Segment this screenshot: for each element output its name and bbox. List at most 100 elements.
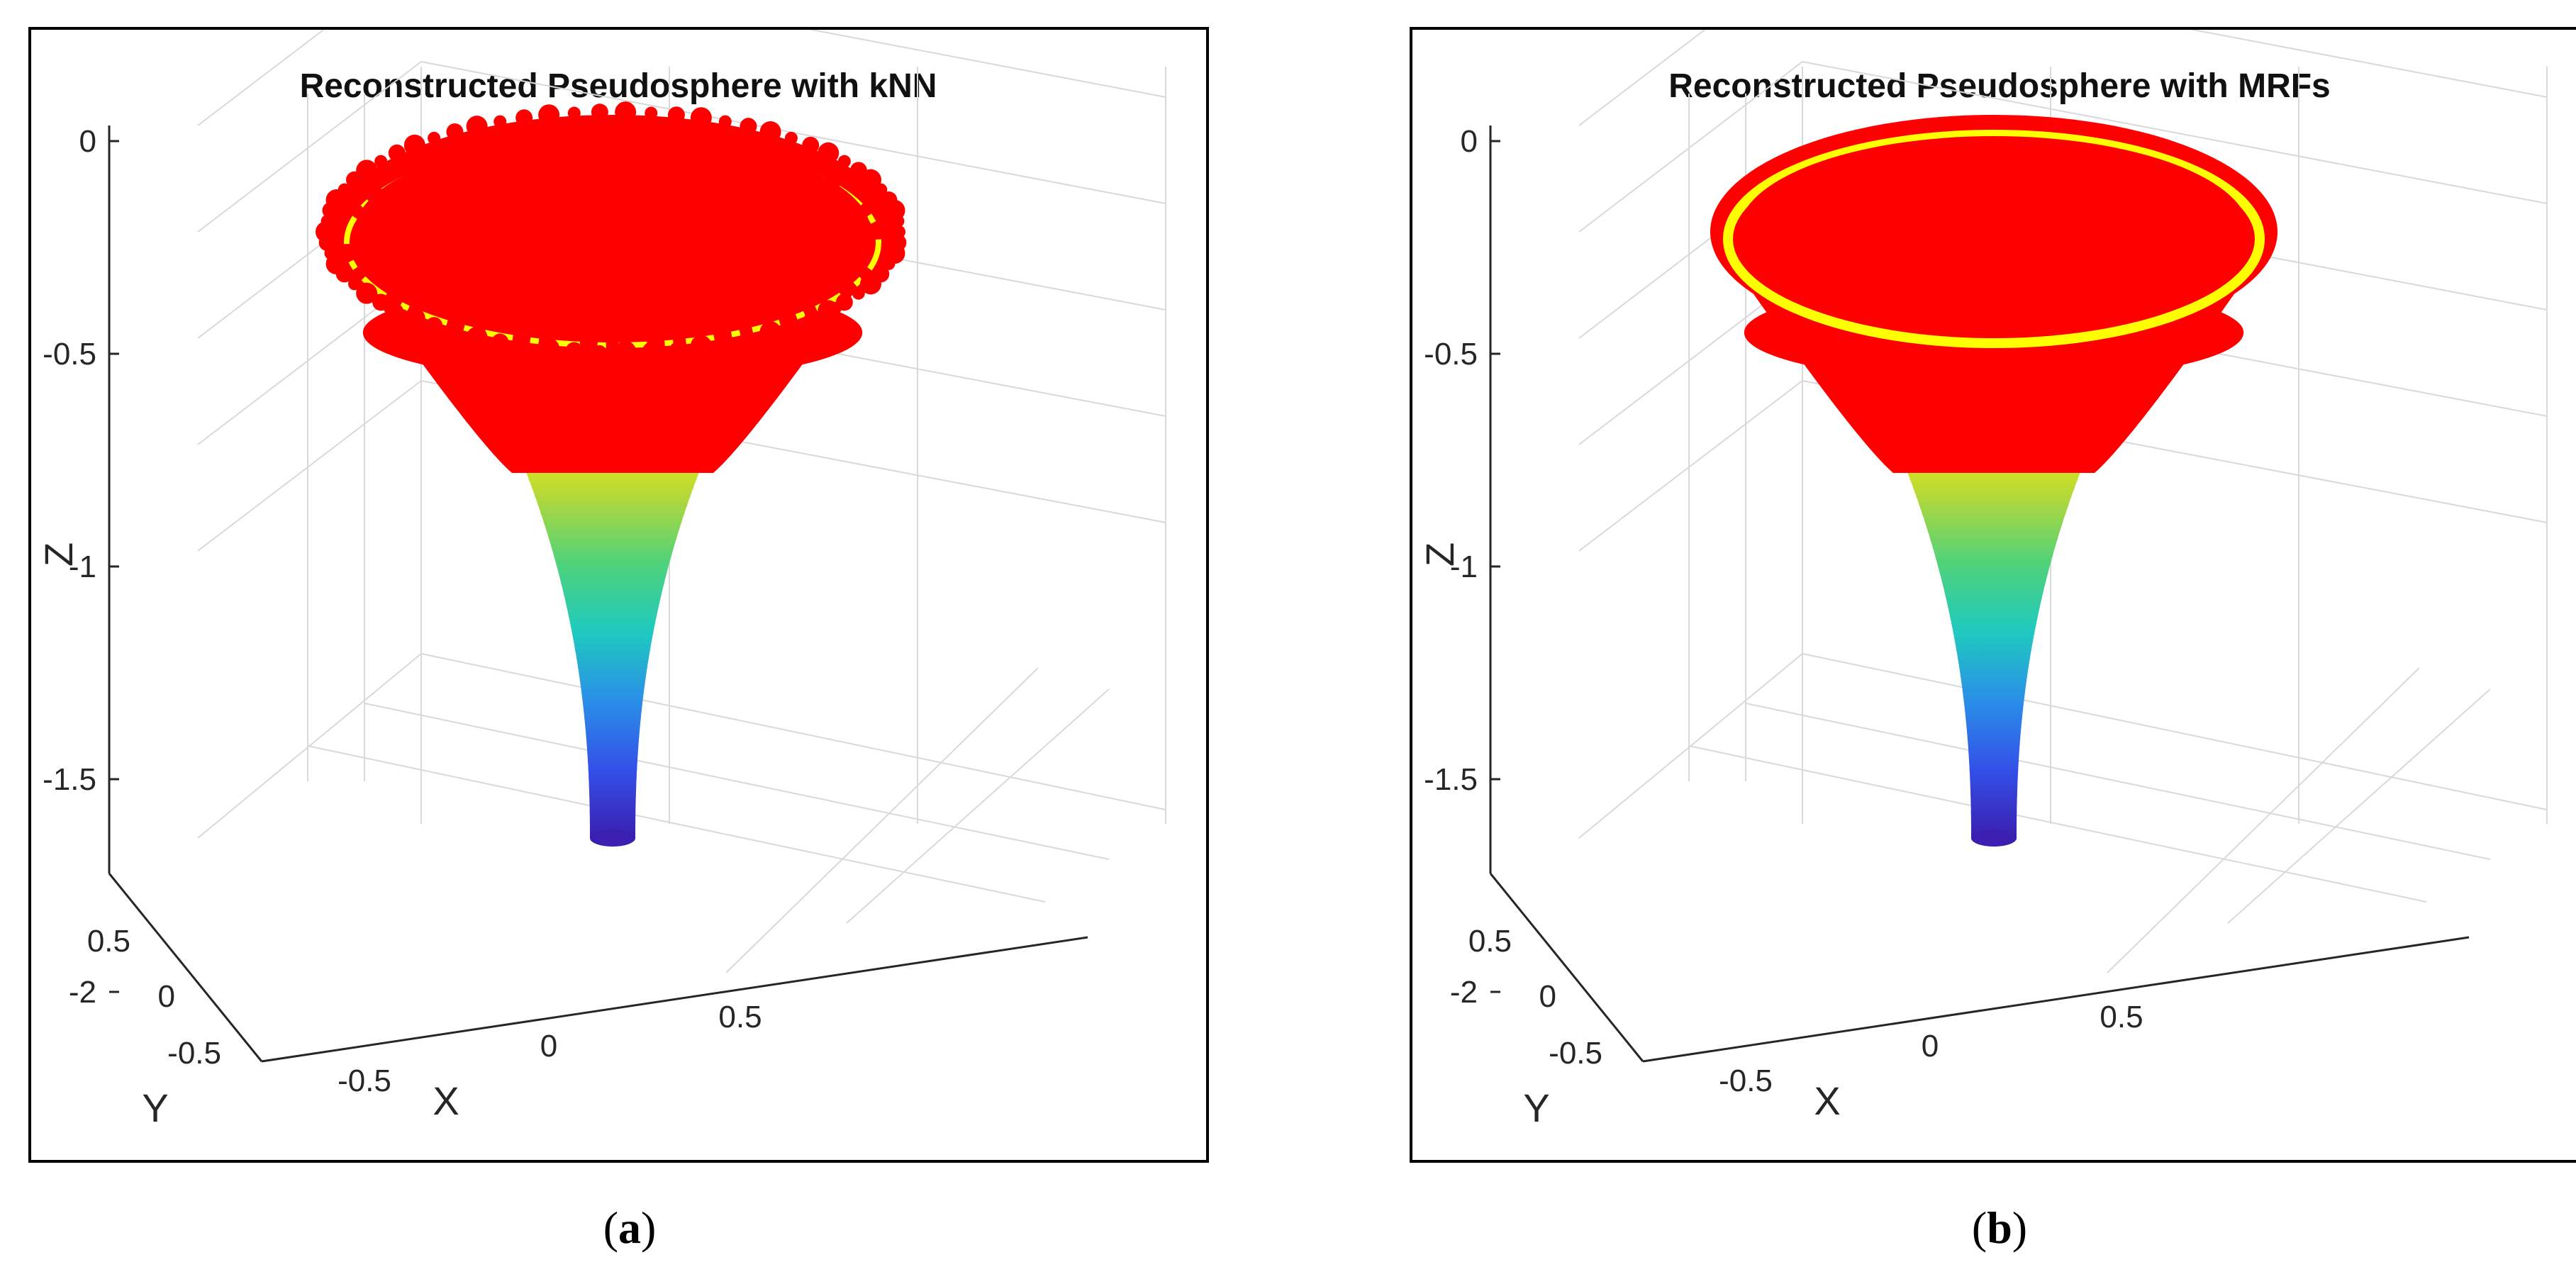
caption-b: (b): [1971, 1202, 2028, 1253]
surface-noise: [515, 109, 533, 127]
x-tick-label: -0.5: [338, 1064, 391, 1098]
gridline-floor: [307, 745, 1046, 903]
gridline-z-left: [1578, 380, 1803, 552]
surface-noise: [818, 142, 840, 164]
surface-noise: [491, 333, 509, 351]
surface-noise: [784, 131, 798, 145]
surface-rim: [1723, 130, 2265, 348]
surface-bottom-cap: [1971, 830, 2017, 847]
gridline-floor: [846, 688, 1110, 924]
chart-svg-a: Reconstructed Pseudosphere with kNN0-0.5…: [36, 30, 1166, 1130]
surface-noise: [645, 106, 658, 120]
surface-noise: [782, 317, 800, 335]
surface-noise: [448, 325, 462, 339]
z-tick-label: -0.5: [1424, 337, 1478, 372]
surface-noise: [716, 333, 734, 351]
axis-x: [261, 936, 1088, 1063]
axis-y: [1489, 873, 1644, 1062]
y-tick-label: 0: [158, 979, 175, 1014]
z-tick-label: -0.5: [43, 337, 96, 372]
surface-noise: [538, 337, 560, 359]
x-tick-label: 0.5: [718, 1000, 762, 1034]
surface-noise: [615, 101, 637, 123]
z-tick-label: -1: [69, 549, 96, 584]
surface-bottom-cap: [590, 830, 635, 847]
gridline-z-left: [1578, 61, 1803, 233]
gridline-floor: [1745, 703, 2491, 860]
x-tick-label: 0: [1922, 1029, 1939, 1064]
surface-noise: [565, 342, 583, 359]
gridline-floor: [725, 667, 1039, 973]
gridline-z-left: [197, 380, 422, 552]
z-tick-label: -2: [69, 975, 96, 1010]
y-tick-label: -0.5: [167, 1036, 221, 1071]
surface-noise: [494, 115, 507, 128]
axis-y: [108, 873, 263, 1062]
y-tick-label: 0.5: [1468, 924, 1512, 959]
caption-a-letter: a: [618, 1202, 641, 1253]
axis-x: [1642, 936, 2470, 1063]
surface-noise: [348, 277, 362, 291]
gridline-floor: [364, 703, 1110, 860]
surface-noise: [446, 123, 464, 140]
surface-funnel: [1888, 427, 2100, 838]
figure-panel-b: Reconstructed Pseudosphere with MRFs 0 -0.…: [1410, 27, 2576, 1163]
surface-noise: [518, 339, 531, 352]
surface-noise: [667, 106, 685, 124]
y-tick-label: 0: [1539, 979, 1556, 1014]
surface-noise: [538, 104, 560, 126]
z-tick-label: -1: [1450, 549, 1478, 584]
surface-noise: [835, 294, 853, 311]
x-axis-label: X: [1814, 1078, 1840, 1123]
surface-noise: [669, 342, 683, 355]
surface-noise: [403, 308, 425, 330]
surface-noise: [591, 104, 608, 121]
chart-svg-b: Reconstructed Pseudosphere with MRFs0-0.…: [1417, 30, 2548, 1130]
x-tick-label: -0.5: [1719, 1064, 1773, 1098]
surface-noise: [690, 335, 712, 357]
gridline-floor: [1688, 745, 2427, 903]
surface-noise: [852, 286, 865, 300]
z-tick-label: -2: [1450, 975, 1478, 1010]
surface-noise: [859, 169, 881, 191]
surface-noise: [742, 330, 755, 344]
gridline-floor: [1802, 653, 2548, 810]
gridline-floor: [2107, 667, 2420, 973]
surface-noise: [818, 300, 840, 322]
gridline-floor: [420, 653, 1166, 810]
surface-top-inner: [1739, 136, 2249, 328]
x-tick-label: 0: [540, 1029, 557, 1064]
surface-noise: [428, 131, 441, 145]
surface-noise: [374, 155, 388, 168]
gridline-z-back: [808, 30, 1166, 98]
surface-noise: [837, 155, 851, 168]
surface-noise: [466, 326, 488, 348]
surface-noise: [403, 134, 425, 156]
surface-noise: [804, 312, 818, 325]
z-tick-label: -1.5: [43, 762, 96, 797]
surface-noise: [891, 214, 905, 228]
surface-noise: [567, 106, 581, 120]
z-tick-label: -1.5: [1424, 762, 1478, 797]
z-tick-label: 0: [79, 124, 96, 159]
surface-noise: [316, 221, 337, 242]
y-axis-label: Y: [1523, 1085, 1549, 1130]
surface-funnel: [507, 427, 718, 838]
surface-top-inner: [355, 136, 871, 328]
y-tick-label: 0.5: [87, 924, 130, 959]
surface-noise: [390, 304, 403, 318]
surface-noise: [388, 144, 406, 162]
surface-noise: [859, 273, 881, 295]
caption-b-letter: b: [1987, 1202, 2012, 1253]
gridline-z-left: [197, 30, 325, 126]
z-axis-label: Z: [1417, 542, 1462, 566]
surface-noise: [593, 345, 606, 358]
surface-noise: [425, 317, 443, 335]
surface-noise: [338, 183, 351, 196]
x-tick-label: 0.5: [2100, 1000, 2143, 1034]
surface-noise: [615, 340, 637, 362]
surface-noise: [372, 294, 390, 311]
surface-noise: [740, 118, 757, 135]
surface-noise: [759, 121, 781, 143]
x-axis-label: X: [433, 1078, 459, 1123]
